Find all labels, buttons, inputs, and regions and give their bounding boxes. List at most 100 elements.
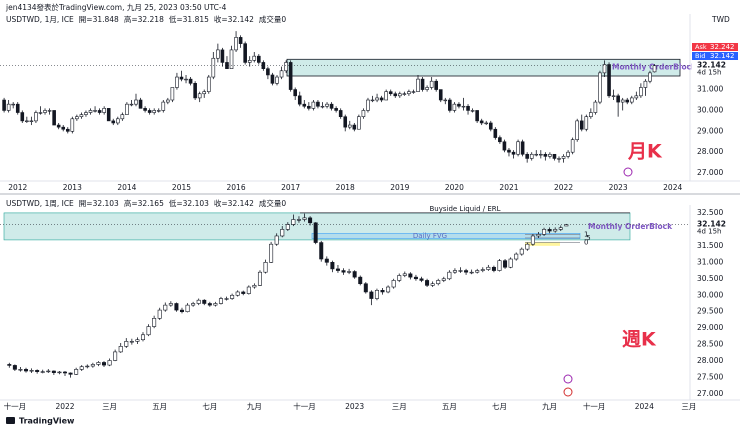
candle-body [63,371,68,374]
candle-body [51,370,56,373]
candle-body [566,151,570,157]
candle-body [257,55,261,63]
y-tick-label: 31.500 [697,241,723,250]
x-tick-label: 2023 [609,183,628,192]
candle-body [543,153,548,157]
candle-body [648,72,652,82]
candle-body [35,370,40,372]
y-tick-label: 28.000 [697,356,723,365]
candle-body [629,97,634,103]
candle-body [570,139,575,153]
ohlc-value: 成交量0 [259,198,286,208]
candle-body [152,110,156,113]
candle-body [341,270,346,273]
candle-body [352,271,357,278]
candle-body [407,91,411,95]
candle-body [643,80,648,88]
fvg-zone [311,233,581,239]
x-tick-label: 七月 [492,402,507,411]
candle-body [143,108,147,111]
candle-body [325,103,329,107]
candle-body [175,76,179,88]
candle-body [213,303,218,306]
candle-body [324,258,329,263]
quote-value: 32.142 [710,52,735,60]
candle-body [188,78,193,84]
candle-body [252,55,257,61]
candle-body [316,101,320,107]
candle-body [352,124,357,130]
x-tick-label: 2014 [117,183,136,192]
ohlc-value: 開=31.848 [79,15,119,24]
candle-body [168,303,173,306]
candle-body [388,91,393,95]
candle-body [280,229,285,237]
x-tick-label: 三月 [681,402,696,411]
x-tick-label: 七月 [202,402,217,411]
candle-body [391,280,396,288]
candle-body [486,266,491,270]
candle-body [184,78,188,81]
candle-body [246,286,251,294]
candle-body [302,217,307,220]
candle-body [293,89,297,97]
y-tick-label: 29.000 [697,323,723,332]
candle-body [284,62,288,72]
candle-body [235,291,240,296]
candle-body [536,234,541,237]
candle-body [416,78,420,92]
candle-body [40,371,45,373]
candle-body [402,93,407,95]
candle-body [224,298,229,300]
x-tick-label: 2018 [336,183,355,192]
candle-body [525,153,529,159]
candle-body [118,346,123,353]
publish-info: jen4134發表於TradingView.com, 九月 25, 2023 0… [5,2,227,12]
candle-body [106,108,111,122]
candle-body [74,369,79,375]
ohlc-value: 低=31.815 [169,14,209,24]
candle-body [384,91,388,101]
candle-body [436,280,441,285]
candle-body [308,217,313,224]
y-tick-label: 30.000 [697,290,723,299]
x-tick-label: 三月 [392,402,407,411]
candle-body [343,116,348,128]
candle-body [552,153,557,159]
candle-body [502,141,507,151]
symbol-header: USDTWD, 1周, ICE 開=32.103 高=32.165 低=32.103 收… [6,198,286,208]
ohlc-value: 收=32.142 [214,198,254,208]
candle-body [419,278,424,281]
candle-body [525,243,530,250]
candle-body [358,276,363,285]
candle-body [156,110,161,112]
candle-body [166,99,170,103]
candle-body [97,110,102,113]
candle-body [79,114,84,118]
candle-body [393,93,398,97]
candle-body [38,112,43,114]
candle-body [475,110,479,122]
candle-body [7,364,12,366]
candle-body [61,126,66,130]
candle-body [146,326,151,336]
symbol: USDTWD, 1月, ICE [6,15,74,24]
x-tick-label: 2015 [172,183,191,192]
candle-body [611,95,616,97]
candle-body [369,291,374,299]
candle-body [206,76,211,92]
candle-body [564,224,569,227]
candle-body [84,112,88,115]
candle-body [497,260,502,271]
candle-body [511,151,516,155]
candle-body [507,149,511,153]
candle-body [313,222,318,243]
event-icon [563,387,573,397]
candle-body [75,116,79,120]
y-tick-label: 30.500 [697,274,723,283]
candle-body [413,276,418,280]
candle-body [288,62,293,90]
y-tick-label: 31.000 [697,257,723,266]
candle-body [466,105,470,111]
